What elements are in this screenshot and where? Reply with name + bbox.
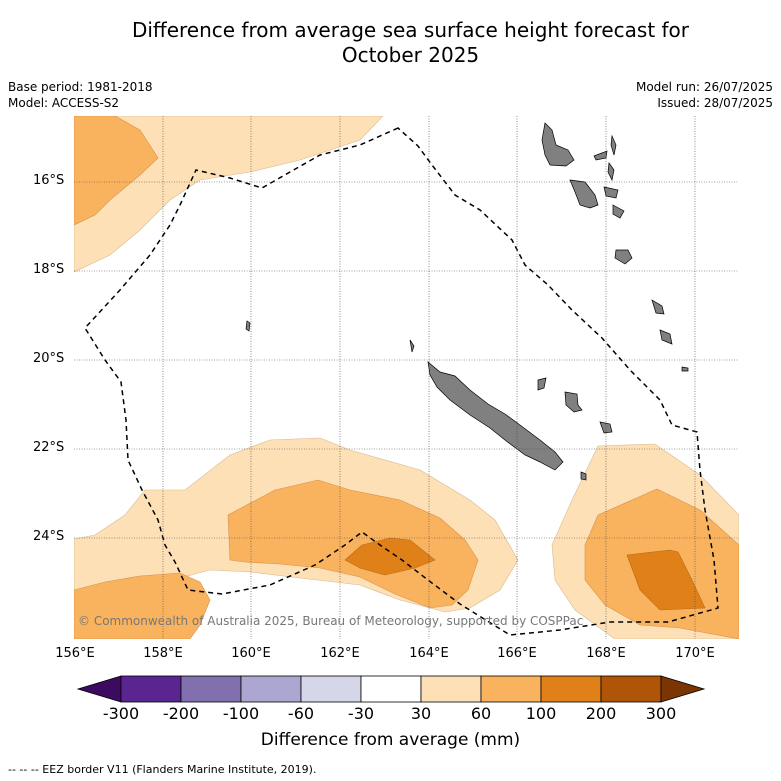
lon-label-156e: 156°E	[45, 646, 105, 661]
colorbar-swatch	[301, 676, 361, 702]
colorbar-swatch	[181, 676, 241, 702]
lat-label-22s: 22°S	[33, 440, 69, 455]
colorbar-swatch	[481, 676, 541, 702]
lon-label-166e: 166°E	[487, 646, 547, 661]
lon-label-170e: 170°E	[665, 646, 725, 661]
lon-label-160e: 160°E	[221, 646, 281, 661]
colorbar-tick-label: -100	[211, 704, 271, 723]
colorbar-tick-label: -200	[151, 704, 211, 723]
lat-label-24s: 24°S	[33, 529, 69, 544]
lon-label-164e: 164°E	[399, 646, 459, 661]
colorbar-tick-label: -30	[331, 704, 391, 723]
eez-footnote: -- -- -- EEZ border V11 (Flanders Marine…	[8, 763, 316, 776]
copyright-notice: © Commonwealth of Australia 2025, Bureau…	[78, 614, 583, 628]
lat-label-18s: 18°S	[33, 262, 69, 277]
colorbar-swatch	[121, 676, 181, 702]
colorbar-swatch	[601, 676, 661, 702]
land-small-islands	[246, 321, 250, 331]
lon-label-162e: 162°E	[310, 646, 370, 661]
colorbar-tick-label: -300	[91, 704, 151, 723]
colorbar	[78, 676, 704, 702]
lon-label-168e: 168°E	[576, 646, 636, 661]
lon-label-158e: 158°E	[133, 646, 193, 661]
colorbar-extend-min	[78, 676, 121, 702]
colorbar-tick-label: -60	[271, 704, 331, 723]
colorbar-swatch	[421, 676, 481, 702]
lat-label-20s: 20°S	[33, 351, 69, 366]
colorbar-tick-label: 300	[631, 704, 691, 723]
colorbar-swatch	[541, 676, 601, 702]
colorbar-swatch	[241, 676, 301, 702]
lat-label-16s: 16°S	[33, 173, 69, 188]
map-canvas	[0, 0, 781, 781]
colorbar-tick-label: 100	[511, 704, 571, 723]
colorbar-tick-label: 200	[571, 704, 631, 723]
colorbar-title: Difference from average (mm)	[0, 730, 781, 750]
forecast-field	[74, 116, 739, 639]
colorbar-extend-max	[661, 676, 704, 702]
colorbar-tick-label: 60	[451, 704, 511, 723]
colorbar-swatch	[361, 676, 421, 702]
colorbar-tick-label: 30	[391, 704, 451, 723]
